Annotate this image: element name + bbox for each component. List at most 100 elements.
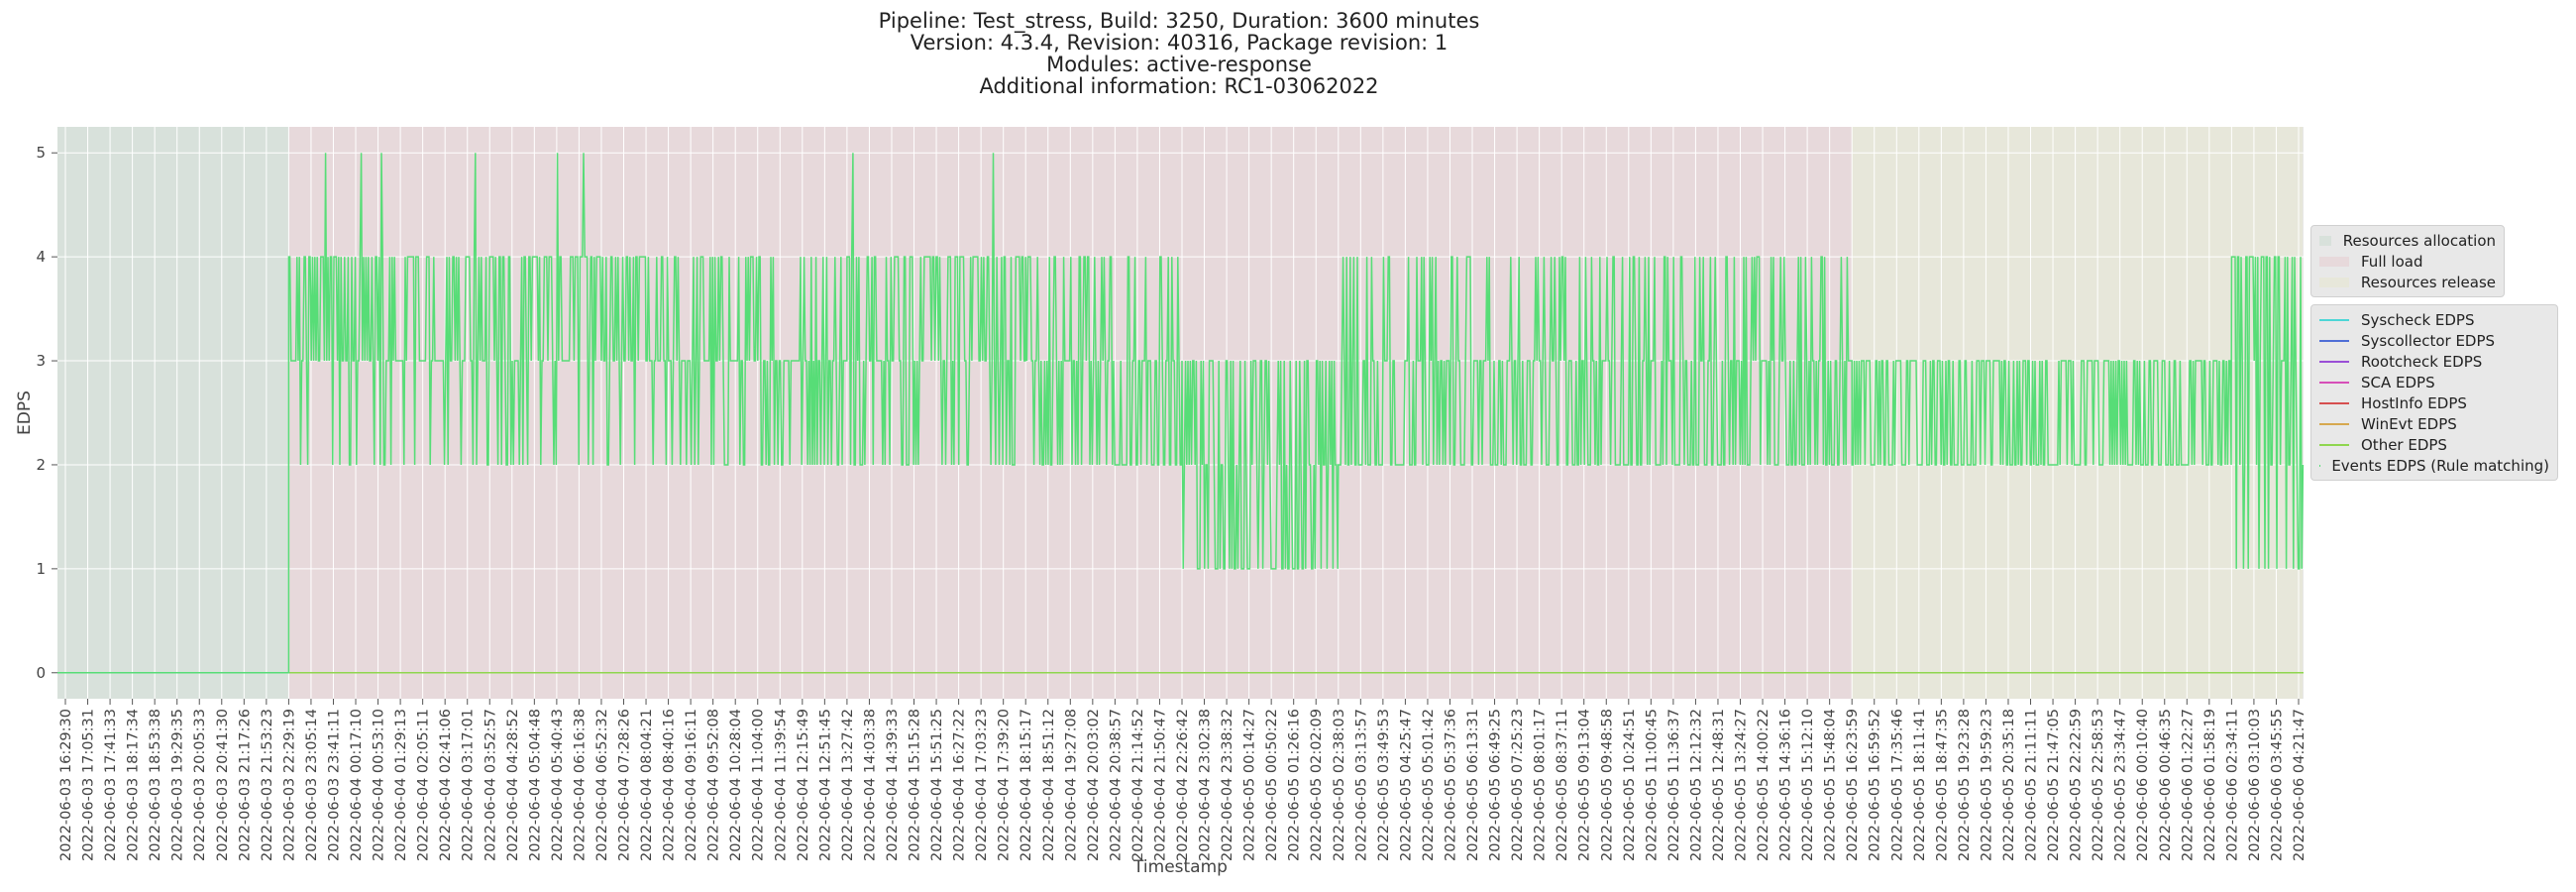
x-tick-label: 2022-06-04 21:14:52 <box>1130 709 1146 861</box>
x-tick-label: 2022-06-06 01:58:19 <box>2202 709 2218 861</box>
legend-item: Resources release <box>2319 272 2496 292</box>
legend-item: SCA EDPS <box>2319 372 2549 392</box>
legend-label: Syscheck EDPS <box>2361 310 2475 329</box>
x-tick-label: 2022-06-03 21:53:23 <box>260 709 275 861</box>
x-tick-label: 2022-06-04 23:38:32 <box>1220 709 1235 861</box>
legend-series: Syscheck EDPS Syscollector EDPS Rootchec… <box>2310 304 2558 481</box>
x-tick-label: 2022-06-05 19:59:23 <box>1979 709 1994 861</box>
x-tick-label: 2022-06-04 16:27:22 <box>952 709 968 861</box>
x-tick-label: 2022-06-06 00:46:35 <box>2158 709 2174 861</box>
x-tick-label: 2022-06-04 21:50:47 <box>1152 709 1168 861</box>
title-line: Modules: active-response <box>1046 53 1312 76</box>
x-tick-label: 2022-06-06 01:22:27 <box>2180 709 2196 861</box>
x-tick-label: 2022-06-04 20:03:02 <box>1086 709 1102 861</box>
x-tick-label: 2022-06-04 06:52:32 <box>594 709 610 861</box>
x-tick-label: 2022-06-05 15:12:10 <box>1800 709 1816 861</box>
x-tick-label: 2022-06-05 13:24:27 <box>1734 709 1750 861</box>
x-tick-label: 2022-06-05 21:11:11 <box>2024 709 2040 861</box>
legend-line <box>2319 360 2349 363</box>
legend-item: Syscheck EDPS <box>2319 309 2549 330</box>
x-tick-label: 2022-06-03 20:41:30 <box>215 709 231 861</box>
x-tick-label: 2022-06-06 03:10:03 <box>2247 709 2263 861</box>
x-tick-label: 2022-06-03 16:29:30 <box>58 709 74 861</box>
x-tick-label: 2022-06-04 02:05:11 <box>416 709 432 861</box>
x-tick-label: 2022-06-05 02:38:03 <box>1332 709 1347 861</box>
x-tick-label: 2022-06-05 17:35:46 <box>1889 709 1905 861</box>
x-tick-label: 2022-06-04 02:41:06 <box>438 709 454 861</box>
legend-line <box>2319 318 2349 321</box>
x-tick-label: 2022-06-03 23:41:11 <box>326 709 342 861</box>
legend-line <box>2319 443 2349 446</box>
x-tick-label: 2022-06-05 20:35:18 <box>2001 709 2017 861</box>
x-tick-label: 2022-06-04 11:39:54 <box>773 709 789 861</box>
y-tick-label: 3 <box>36 352 46 370</box>
x-tick-label: 2022-06-04 14:03:38 <box>862 709 878 861</box>
x-tick-label: 2022-06-05 14:36:16 <box>1778 709 1794 861</box>
x-tick-label: 2022-06-05 01:26:16 <box>1287 709 1303 861</box>
x-tick-label: 2022-06-04 17:39:20 <box>997 709 1013 861</box>
x-tick-label: 2022-06-05 07:25:23 <box>1510 709 1526 861</box>
x-tick-label: 2022-06-06 00:10:40 <box>2135 709 2151 861</box>
x-tick-label: 2022-06-05 14:00:22 <box>1756 709 1771 861</box>
legend-swatch <box>2319 256 2349 267</box>
legend-line <box>2319 381 2349 384</box>
x-tick-label: 2022-06-04 01:29:13 <box>393 709 409 861</box>
legend-label: Resources release <box>2360 273 2496 291</box>
x-tick-label: 2022-06-05 22:58:53 <box>2091 709 2106 861</box>
x-tick-label: 2022-06-04 17:03:23 <box>974 709 990 861</box>
x-tick-label: 2022-06-03 17:05:31 <box>81 709 97 861</box>
x-tick-label: 2022-06-04 19:27:08 <box>1063 709 1079 861</box>
x-tick-label: 2022-06-03 21:17:26 <box>237 709 253 861</box>
x-tick-label: 2022-06-04 05:40:43 <box>550 709 566 861</box>
x-tick-label: 2022-06-05 06:13:31 <box>1465 709 1481 861</box>
x-tick-label: 2022-06-04 10:28:04 <box>728 709 744 861</box>
x-tick-label: 2022-06-05 16:23:59 <box>1845 709 1861 861</box>
legend-item: Other EDPS <box>2319 434 2549 455</box>
x-tick-label: 2022-06-03 22:29:19 <box>281 709 297 861</box>
x-tick-label: 2022-06-04 04:28:52 <box>505 709 521 861</box>
chart-title: Pipeline: Test_stress, Build: 3250, Dura… <box>0 10 2358 97</box>
x-tick-label: 2022-06-04 07:28:26 <box>617 709 633 861</box>
legend-item: Full load <box>2319 251 2496 272</box>
legend-label: Resources allocation <box>2342 231 2496 250</box>
x-tick-label: 2022-06-04 18:51:12 <box>1041 709 1057 861</box>
x-tick-label: 2022-06-05 16:59:52 <box>1868 709 1883 861</box>
x-tick-label: 2022-06-04 08:04:21 <box>639 709 655 861</box>
legend-label: HostInfo EDPS <box>2361 393 2467 412</box>
x-tick-label: 2022-06-04 05:04:48 <box>527 709 543 861</box>
x-tick-label: 2022-06-04 14:39:33 <box>885 709 901 861</box>
x-tick-label: 2022-06-05 18:47:35 <box>1934 709 1950 861</box>
x-tick-label: 2022-06-05 08:01:17 <box>1533 709 1549 861</box>
legend-label: Other EDPS <box>2361 435 2447 454</box>
x-tick-label: 2022-06-06 03:45:55 <box>2269 709 2285 861</box>
legend-item: Events EDPS (Rule matching) <box>2319 455 2549 476</box>
x-tick-label: 2022-06-05 12:12:32 <box>1688 709 1704 861</box>
x-tick-label: 2022-06-05 05:37:36 <box>1443 709 1458 861</box>
title-line: Version: 4.3.4, Revision: 40316, Package… <box>910 31 1449 55</box>
legend-label: Events EDPS (Rule matching) <box>2331 456 2549 475</box>
x-tick-label: 2022-06-05 06:49:25 <box>1488 709 1504 861</box>
phase-band <box>57 127 289 699</box>
x-tick-label: 2022-06-04 09:52:08 <box>706 709 722 861</box>
y-axis-label: EDPS <box>15 390 35 435</box>
legend-line <box>2319 422 2349 425</box>
x-tick-label: 2022-06-03 17:41:33 <box>103 709 119 861</box>
x-tick-label: 2022-06-04 09:16:11 <box>684 709 699 861</box>
legend-item: Rootcheck EDPS <box>2319 351 2549 372</box>
x-tick-label: 2022-06-06 02:34:11 <box>2224 709 2240 861</box>
x-tick-label: 2022-06-04 00:17:10 <box>349 709 365 861</box>
y-tick-label: 2 <box>36 456 46 474</box>
legend-label: Full load <box>2361 252 2423 271</box>
legend-label: Syscollector EDPS <box>2361 331 2496 350</box>
x-tick-label: 2022-06-05 18:11:41 <box>1912 709 1928 861</box>
x-tick-label: 2022-06-05 21:47:05 <box>2046 709 2062 861</box>
x-tick-label: 2022-06-05 19:23:28 <box>1957 709 1973 861</box>
x-tick-label: 2022-06-04 03:17:01 <box>461 709 477 861</box>
x-tick-label: 2022-06-05 05:01:42 <box>1421 709 1437 861</box>
y-tick-label: 5 <box>36 144 46 162</box>
legend-swatch <box>2319 235 2331 246</box>
legend-line <box>2319 401 2349 404</box>
x-tick-label: 2022-06-05 00:14:27 <box>1242 709 1258 861</box>
x-tick-label: 2022-06-05 09:13:04 <box>1577 709 1593 861</box>
x-tick-label: 2022-06-05 02:02:09 <box>1309 709 1325 861</box>
